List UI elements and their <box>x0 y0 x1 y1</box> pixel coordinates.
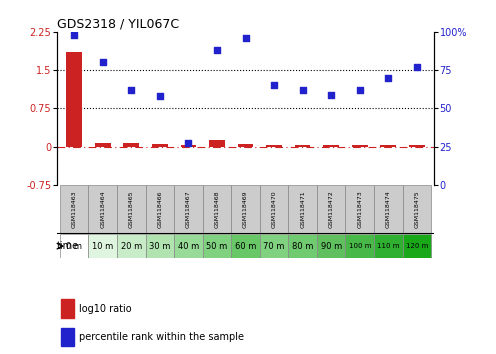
Text: GSM118469: GSM118469 <box>243 190 248 228</box>
Bar <box>231 234 260 258</box>
Point <box>327 92 335 97</box>
Bar <box>174 185 203 234</box>
Text: 50 m: 50 m <box>206 242 228 251</box>
Bar <box>260 234 288 258</box>
Bar <box>117 185 145 234</box>
Point <box>127 87 135 93</box>
Bar <box>288 185 317 234</box>
Point <box>270 82 278 88</box>
Bar <box>403 234 431 258</box>
Bar <box>95 143 111 147</box>
Bar <box>203 185 231 234</box>
Bar <box>346 185 374 234</box>
Bar <box>260 185 288 234</box>
Text: GSM118471: GSM118471 <box>300 190 305 228</box>
Text: 30 m: 30 m <box>149 242 171 251</box>
Bar <box>209 141 225 147</box>
Bar <box>346 234 374 258</box>
Text: 20 m: 20 m <box>121 242 142 251</box>
Bar <box>409 145 425 147</box>
Bar <box>145 185 174 234</box>
Point <box>299 87 307 93</box>
Bar <box>60 185 88 234</box>
Bar <box>352 145 368 147</box>
Text: 120 m: 120 m <box>406 243 428 249</box>
Text: GDS2318 / YIL067C: GDS2318 / YIL067C <box>57 18 179 31</box>
Text: 0 m: 0 m <box>66 242 82 251</box>
Bar <box>380 145 396 147</box>
Point <box>356 87 364 93</box>
Text: GSM118463: GSM118463 <box>72 190 77 228</box>
Text: GSM118467: GSM118467 <box>186 190 191 228</box>
Text: 90 m: 90 m <box>320 242 342 251</box>
Bar <box>317 234 346 258</box>
Bar <box>124 143 139 147</box>
Text: percentile rank within the sample: percentile rank within the sample <box>79 332 245 342</box>
Bar <box>266 145 282 147</box>
Bar <box>295 145 310 147</box>
Bar <box>145 234 174 258</box>
Text: GSM118465: GSM118465 <box>129 190 134 228</box>
Point <box>213 47 221 53</box>
Bar <box>117 234 145 258</box>
Text: GSM118472: GSM118472 <box>329 190 334 228</box>
Bar <box>317 185 346 234</box>
Text: GSM118466: GSM118466 <box>157 190 162 228</box>
Bar <box>174 234 203 258</box>
Point <box>185 141 192 146</box>
Text: GSM118470: GSM118470 <box>272 190 277 228</box>
Bar <box>61 299 74 318</box>
Text: GSM118464: GSM118464 <box>100 190 105 228</box>
Bar <box>323 145 339 147</box>
Bar <box>231 185 260 234</box>
Bar <box>66 52 82 147</box>
Text: 110 m: 110 m <box>377 243 400 249</box>
Bar <box>181 145 196 147</box>
Text: time: time <box>57 241 78 251</box>
Text: 80 m: 80 m <box>292 242 313 251</box>
Text: 70 m: 70 m <box>263 242 285 251</box>
Text: 10 m: 10 m <box>92 242 114 251</box>
Point <box>70 32 78 38</box>
Bar <box>403 185 431 234</box>
Text: GSM118475: GSM118475 <box>414 190 419 228</box>
Point <box>99 59 107 65</box>
Bar <box>374 185 403 234</box>
Text: 60 m: 60 m <box>235 242 256 251</box>
Text: GSM118474: GSM118474 <box>386 190 391 228</box>
Bar <box>203 234 231 258</box>
Point <box>156 93 164 99</box>
Bar <box>152 144 168 147</box>
Text: 100 m: 100 m <box>349 243 371 249</box>
Bar <box>374 234 403 258</box>
Point <box>384 75 392 81</box>
Text: GSM118468: GSM118468 <box>214 190 219 228</box>
Text: GSM118473: GSM118473 <box>357 190 362 228</box>
Text: log10 ratio: log10 ratio <box>79 303 132 314</box>
Bar <box>288 234 317 258</box>
Bar <box>60 234 88 258</box>
Text: 40 m: 40 m <box>178 242 199 251</box>
Point <box>413 64 421 70</box>
Bar <box>238 144 253 147</box>
Point <box>242 35 249 41</box>
Bar <box>88 234 117 258</box>
Bar <box>61 328 74 346</box>
Bar <box>88 185 117 234</box>
